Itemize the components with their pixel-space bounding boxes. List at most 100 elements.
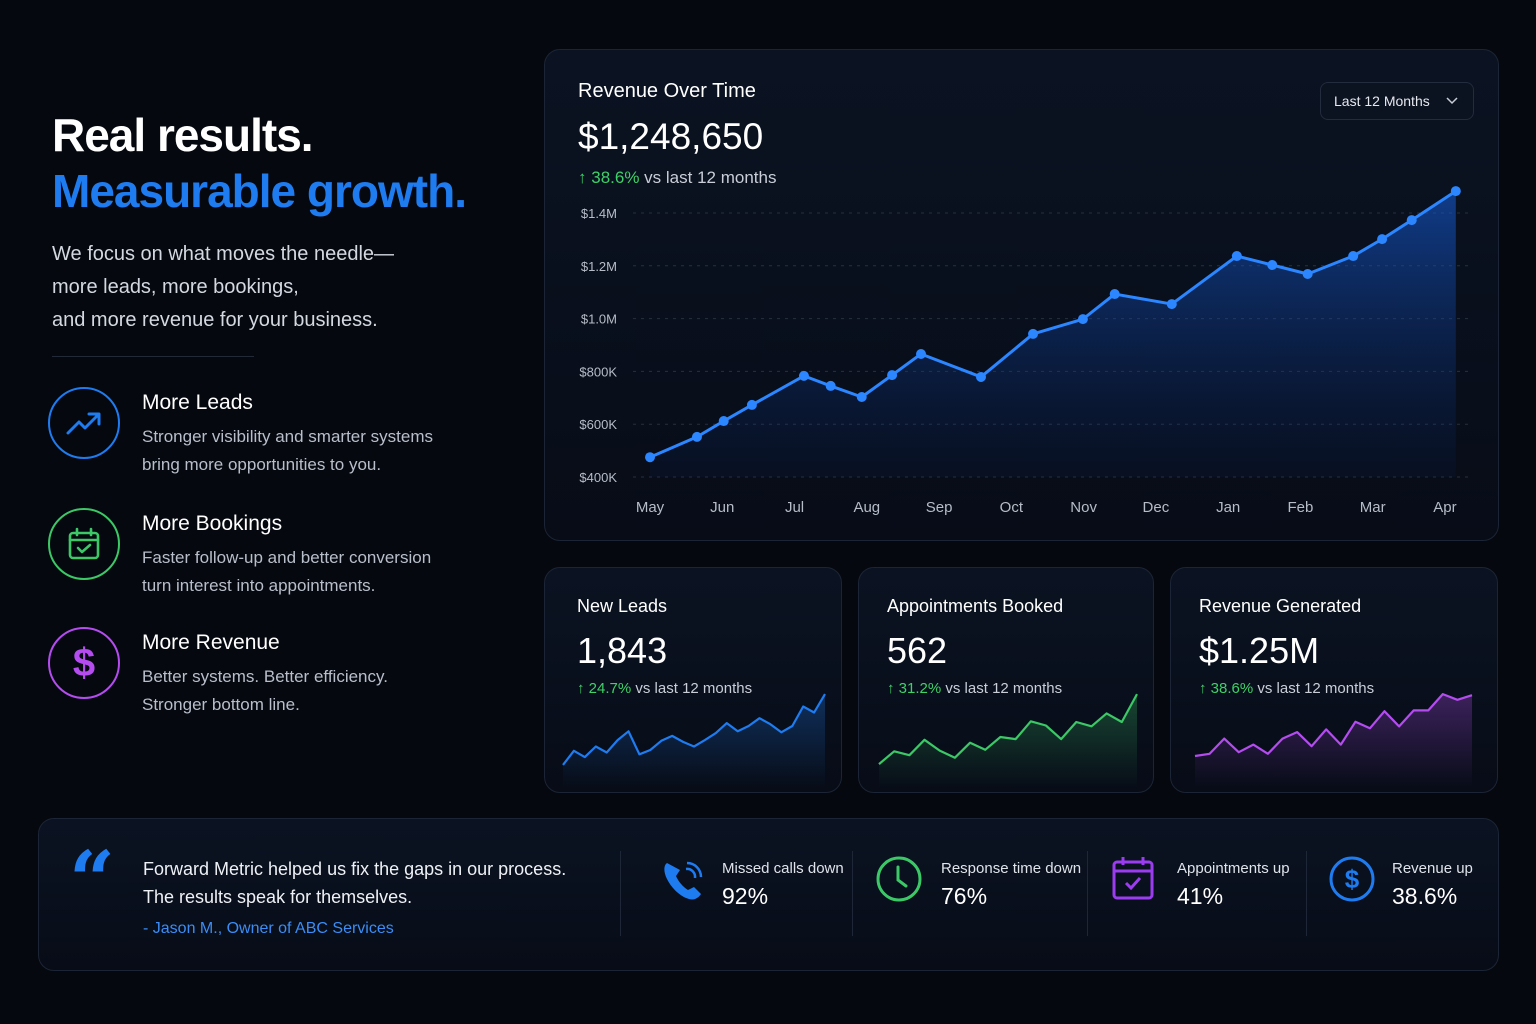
data-point	[1302, 268, 1313, 279]
divider	[852, 851, 853, 936]
data-point	[1231, 251, 1242, 262]
feature-more-leads: More Leads Stronger visibility and smart…	[48, 387, 478, 487]
kpi-title: Revenue Generated	[1199, 596, 1362, 616]
data-point	[1028, 328, 1039, 339]
calendar-check-icon	[1112, 857, 1154, 900]
data-point	[887, 370, 898, 381]
calendar-check-icon	[48, 508, 120, 580]
kpi-value: 562	[887, 630, 948, 671]
data-point	[1406, 215, 1417, 226]
kpi-delta: ↑ 38.6% vs last 12 months	[1199, 680, 1375, 697]
paragraph-line: more leads, more bookings,	[52, 276, 299, 298]
revenue-chart: $1.4M $1.2M $1.0M $800K $600K $400K May Jun Jul A…	[579, 186, 1473, 516]
x-tick-label: Apr	[1433, 499, 1456, 516]
data-point	[746, 399, 757, 410]
x-tick-label: Jan	[1216, 499, 1240, 516]
data-point	[1450, 186, 1461, 197]
x-tick-label: Aug	[853, 499, 880, 516]
clock-icon	[876, 856, 922, 902]
sparkline-line	[562, 693, 826, 766]
x-tick-label: Mar	[1360, 499, 1386, 516]
kpi-card-revenue: Revenue Generated $1.25M ↑ 38.6% vs last…	[1170, 567, 1498, 793]
range-dropdown[interactable]: Last 12 Months	[1320, 82, 1474, 120]
sparkline-area	[563, 694, 825, 788]
y-tick-label: $600K	[579, 417, 617, 432]
y-tick-label: $1.2M	[581, 259, 617, 274]
paragraph-line: We focus on what moves the needle—	[52, 243, 395, 265]
stat-missed-calls: Missed calls down 92%	[659, 819, 859, 972]
testimonial-quote: Forward Metric helped us fix the gaps in…	[143, 859, 567, 907]
revenue-delta: ↑ 38.6% vs last 12 months	[578, 168, 777, 187]
y-tick-label: $1.4M	[581, 206, 617, 221]
data-point	[1348, 251, 1359, 262]
data-point	[1109, 289, 1120, 300]
kpi-sparkline	[878, 693, 1138, 788]
data-point	[718, 416, 729, 427]
feature-desc: Better systems. Better efficiency. Strong…	[142, 667, 388, 714]
kpi-card-appointments: Appointments Booked 562 ↑ 31.2% vs last …	[858, 567, 1154, 793]
data-point	[1267, 260, 1278, 271]
divider	[1087, 851, 1088, 936]
data-point	[645, 452, 655, 463]
paragraph-line: and more revenue for your business.	[52, 309, 378, 331]
trending-up-icon	[48, 387, 120, 459]
y-tick-label: $400K	[579, 470, 617, 485]
x-tick-label: May	[636, 499, 665, 516]
x-tick-label: Feb	[1288, 499, 1314, 516]
x-tick-label: Jul	[785, 499, 804, 516]
dollar-circle-icon: $	[1329, 856, 1375, 902]
x-tick-label: Oct	[1000, 499, 1024, 516]
svg-text:$: $	[1345, 864, 1360, 894]
y-tick-label: $1.0M	[581, 312, 617, 327]
feature-title: More Revenue	[142, 631, 280, 654]
hero-paragraph: We focus on what moves the needle— more …	[52, 238, 472, 337]
kpi-value: 1,843	[577, 630, 668, 671]
feature-title: More Leads	[142, 391, 253, 414]
data-point	[1166, 299, 1177, 310]
revenue-chart-card: Revenue Over Time $1,248,650 ↑ 38.6% vs …	[544, 49, 1499, 541]
stat-revenue: $ Revenue up 38.6%	[1328, 819, 1498, 972]
data-point	[1077, 314, 1088, 325]
stat-appointments: Appointments up 41%	[1111, 819, 1311, 972]
hero-subtitle: Measurable growth.	[52, 165, 467, 217]
data-point	[1377, 234, 1388, 245]
revenue-total: $1,248,650	[578, 116, 764, 157]
testimonial-author: - Jason M., Owner of ABC Services	[143, 920, 394, 937]
kpi-delta: ↑ 24.7% vs last 12 months	[577, 680, 753, 697]
quote-icon: “	[69, 833, 116, 927]
x-tick-label: Dec	[1143, 499, 1170, 516]
data-point	[975, 371, 986, 382]
sparkline-area	[879, 694, 1137, 788]
divider	[1306, 851, 1307, 936]
feature-desc: Faster follow-up and better conversion tu…	[142, 548, 432, 595]
kpi-sparkline	[562, 693, 826, 788]
x-tick-label: Jun	[710, 499, 734, 516]
x-tick-label: Sep	[926, 499, 953, 516]
sparkline-line	[1194, 693, 1473, 758]
data-point	[825, 380, 836, 391]
dollar-icon: $	[48, 627, 120, 699]
chart-title: Revenue Over Time	[578, 80, 756, 102]
chevron-down-icon	[1446, 97, 1458, 105]
data-point	[916, 348, 927, 359]
data-point	[691, 431, 702, 442]
feature-title: More Bookings	[142, 512, 283, 535]
feature-desc: Stronger visibility and smarter systems b…	[142, 427, 433, 474]
kpi-value: $1.25M	[1199, 630, 1320, 671]
revenue-area	[650, 191, 1456, 477]
stat-response-time: Response time down 76%	[875, 819, 1095, 972]
kpi-sparkline	[1194, 693, 1473, 788]
data-point	[798, 370, 809, 381]
y-tick-label: $800K	[579, 364, 617, 379]
kpi-title: New Leads	[577, 596, 668, 616]
phone-icon	[664, 861, 703, 900]
kpi-title: Appointments Booked	[887, 596, 1064, 616]
x-tick-label: Nov	[1070, 499, 1097, 516]
testimonial-bar: “ Forward Metric helped us fix the gaps …	[38, 818, 1499, 971]
feature-more-revenue: $ More Revenue Better systems. Better ef…	[48, 627, 478, 727]
divider	[52, 356, 254, 357]
data-point	[856, 392, 867, 403]
arrow-up-icon: ↑	[578, 168, 587, 187]
kpi-delta: ↑ 31.2% vs last 12 months	[887, 680, 1063, 697]
sparkline-line	[878, 693, 1138, 765]
